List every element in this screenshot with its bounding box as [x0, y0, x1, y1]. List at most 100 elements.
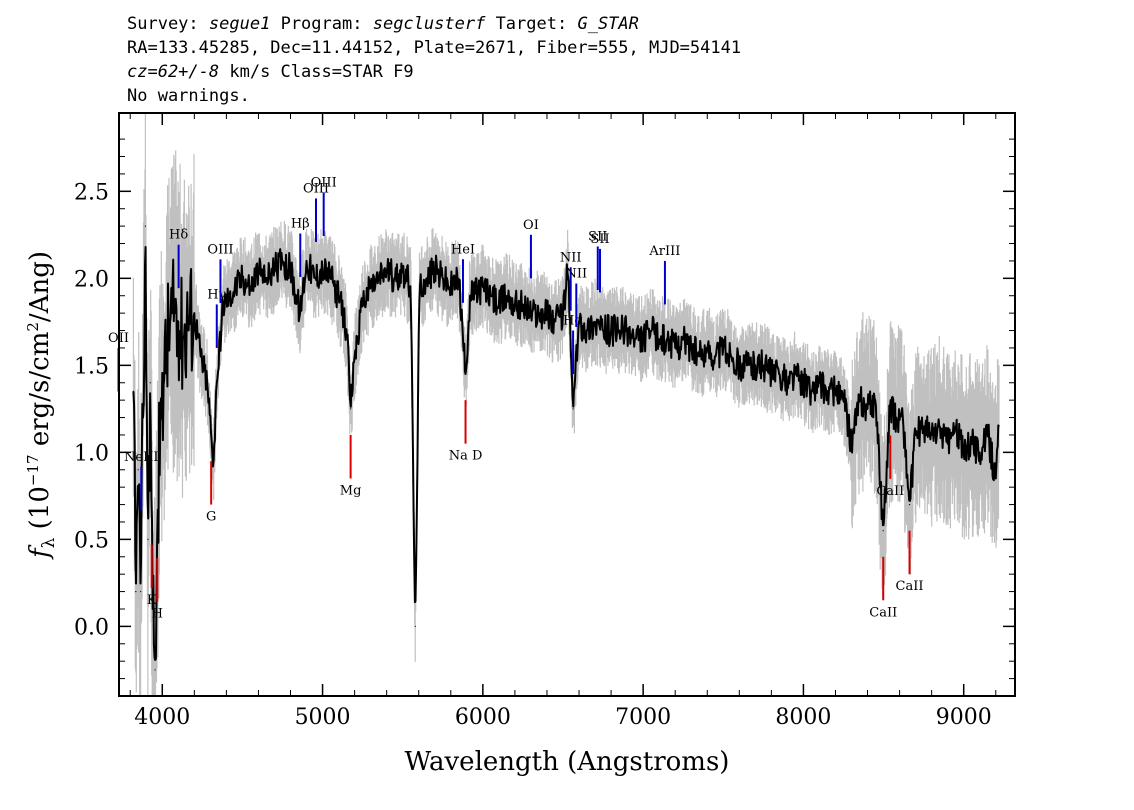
flux-point-125: [995, 477, 997, 480]
x-tick-label-7000: 7000: [615, 705, 671, 730]
flux-point-1: [135, 591, 137, 593]
flux-point-101: [810, 390, 813, 392]
line-label-14: OI: [523, 218, 539, 233]
flux-point-112: [895, 417, 898, 419]
flux-point-8: [152, 608, 154, 610]
flux-point-12: [163, 382, 165, 384]
flux-point-16: [182, 338, 184, 340]
flux-point-32: [281, 260, 284, 262]
flux-point-119: [947, 443, 949, 445]
y-label-part-a: (10: [25, 486, 55, 538]
line-label-12: HeI: [451, 242, 475, 257]
program-value: segclusterf: [372, 14, 486, 34]
flux-point-74: [594, 321, 596, 323]
line-label-1: NeIII: [124, 450, 158, 465]
flux-point-45: [378, 277, 380, 279]
flux-point-9: [154, 669, 156, 671]
flux-point-94: [754, 364, 756, 366]
flux-point-14: [174, 312, 176, 314]
flux-point-109: [875, 399, 877, 401]
line-label-21: CaII: [869, 605, 897, 620]
flux-point-3: [140, 591, 142, 593]
flux-point-53: [434, 269, 436, 271]
flux-point-76: [610, 329, 612, 332]
line-label-11: Mg: [340, 483, 362, 498]
line-label-23: CaII: [896, 579, 924, 594]
flux-point-83: [666, 338, 668, 340]
flux-point-90: [722, 347, 724, 349]
flux-point-7: [149, 382, 151, 384]
y-label-superscript-1: −17: [24, 454, 42, 486]
y-tick-label-1: 1.0: [74, 441, 109, 466]
flux-point-26: [235, 286, 237, 288]
flux-point-106: [850, 443, 853, 445]
line-label-20: ArIII: [648, 244, 680, 259]
flux-point-114: [908, 504, 911, 506]
flux-point-13: [168, 329, 170, 332]
redshift-value: cz=62+/-8: [127, 62, 220, 82]
flux-point-42: [354, 356, 356, 358]
flux-point-95: [762, 364, 765, 366]
flux-point-48: [402, 269, 404, 271]
flux-point-82: [658, 338, 660, 340]
flux-point-33: [289, 269, 292, 271]
line-label-19: SII: [590, 232, 609, 247]
flux-point-46: [386, 269, 388, 271]
program-label: Program:: [280, 14, 363, 34]
flux-point-116: [923, 425, 925, 427]
flux-point-118: [939, 425, 941, 427]
flux-point-110: [882, 530, 884, 532]
flux-point-70: [567, 269, 569, 271]
flux-point-44: [370, 286, 372, 288]
flux-point-58: [469, 295, 471, 297]
y-tick-label-0.5: 0.5: [74, 528, 109, 553]
flux-point-5: [144, 225, 146, 227]
target-value: G_STAR: [577, 14, 639, 34]
flux-point-22: [213, 460, 215, 462]
flux-point-103: [826, 390, 829, 392]
flux-point-2: [137, 469, 139, 471]
flux-point-88: [706, 347, 708, 349]
flux-point-79: [634, 338, 636, 340]
flux-point-113: [902, 417, 904, 419]
header-line-survey: Survey: segue1 Program: segclusterf Targ…: [127, 12, 741, 36]
flux-point-115: [915, 434, 917, 436]
x-tick-label-5000: 5000: [295, 705, 351, 730]
flux-point-117: [931, 434, 933, 436]
x-tick-label-4000: 4000: [134, 705, 190, 730]
header-line-redshift: cz=62+/-8 km/s Class=STAR F9: [127, 60, 741, 84]
flux-point-0: [132, 390, 134, 392]
flux-point-15: [177, 321, 179, 323]
error-band-path: [132, 113, 1000, 696]
line-label-6: G: [206, 510, 216, 525]
header-line-warnings: No warnings.: [127, 86, 250, 106]
flux-point-69: [562, 312, 564, 314]
flux-point-18: [193, 312, 195, 314]
flux-point-50: [414, 625, 416, 628]
flux-point-105: [842, 399, 845, 401]
y-tick-label-2.5: 2.5: [74, 180, 109, 205]
flux-line: [132, 246, 1000, 661]
flux-point-41: [350, 408, 352, 410]
flux-point-111: [889, 408, 891, 410]
flux-point-78: [626, 329, 628, 332]
flux-point-102: [818, 382, 821, 384]
flux-series: [132, 225, 1000, 671]
flux-point-84: [674, 347, 676, 349]
x-tick-label-6000: 6000: [455, 705, 511, 730]
y-label-part-b: erg/s/cm: [25, 332, 55, 455]
flux-point-98: [786, 382, 789, 384]
flux-point-35: [305, 260, 308, 262]
flux-point-51: [418, 286, 421, 288]
flux-point-17: [187, 321, 189, 323]
flux-point-37: [322, 269, 324, 271]
flux-point-62: [506, 295, 508, 297]
header-line-coordinates: RA=133.45285, Dec=11.44152, Plate=2671, …: [127, 38, 742, 58]
flux-point-92: [738, 364, 740, 366]
flux-point-96: [770, 373, 773, 375]
line-label-10: OIII: [311, 176, 337, 191]
line-label-4: Hδ: [169, 228, 188, 243]
flux-point-121: [963, 451, 965, 453]
